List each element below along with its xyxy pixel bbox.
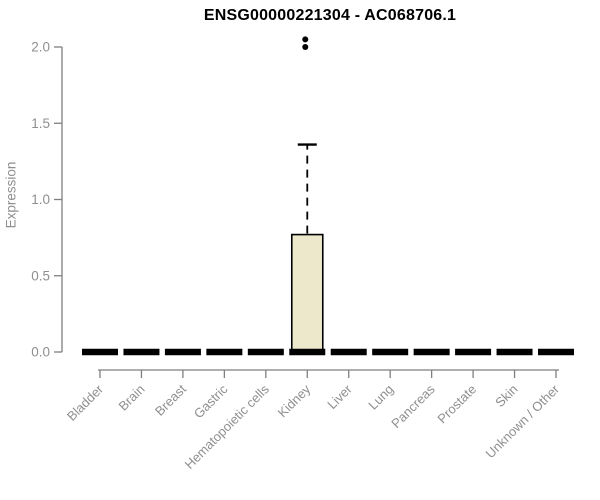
category-label: Skin	[492, 382, 520, 410]
median-line	[164, 348, 201, 356]
category-label: Brain	[116, 382, 148, 414]
category-label: Lung	[365, 382, 396, 413]
y-tick-label: 0.0	[31, 345, 50, 360]
outlier-point	[302, 44, 309, 50]
median-line	[496, 348, 533, 356]
median-line	[538, 348, 574, 356]
median-line	[455, 348, 492, 356]
median-line	[413, 348, 450, 356]
y-tick-label: 0.5	[31, 268, 50, 283]
median-line	[206, 348, 243, 356]
median-line	[82, 348, 118, 356]
category-label: Pancreas	[388, 381, 438, 431]
median-line	[372, 348, 409, 356]
chart-title: ENSG00000221304 - AC068706.1	[203, 7, 457, 24]
outlier-point	[302, 36, 309, 43]
category-label: Prostate	[434, 382, 479, 427]
y-tick-label: 1.5	[31, 116, 50, 131]
category-label: Kidney	[275, 381, 314, 420]
category-label: Unknown / Other	[483, 381, 563, 461]
category-label: Liver	[324, 381, 355, 412]
median-line	[330, 348, 367, 356]
category-label: Gastric	[191, 381, 231, 421]
box-rect	[290, 233, 324, 353]
y-tick-label: 2.0	[31, 40, 50, 55]
median-line	[247, 348, 284, 356]
y-tick-label: 1.0	[31, 192, 50, 207]
median-line	[123, 348, 160, 356]
category-label: Bladder	[64, 381, 107, 424]
category-label: Breast	[152, 381, 189, 418]
median-line	[289, 348, 326, 356]
